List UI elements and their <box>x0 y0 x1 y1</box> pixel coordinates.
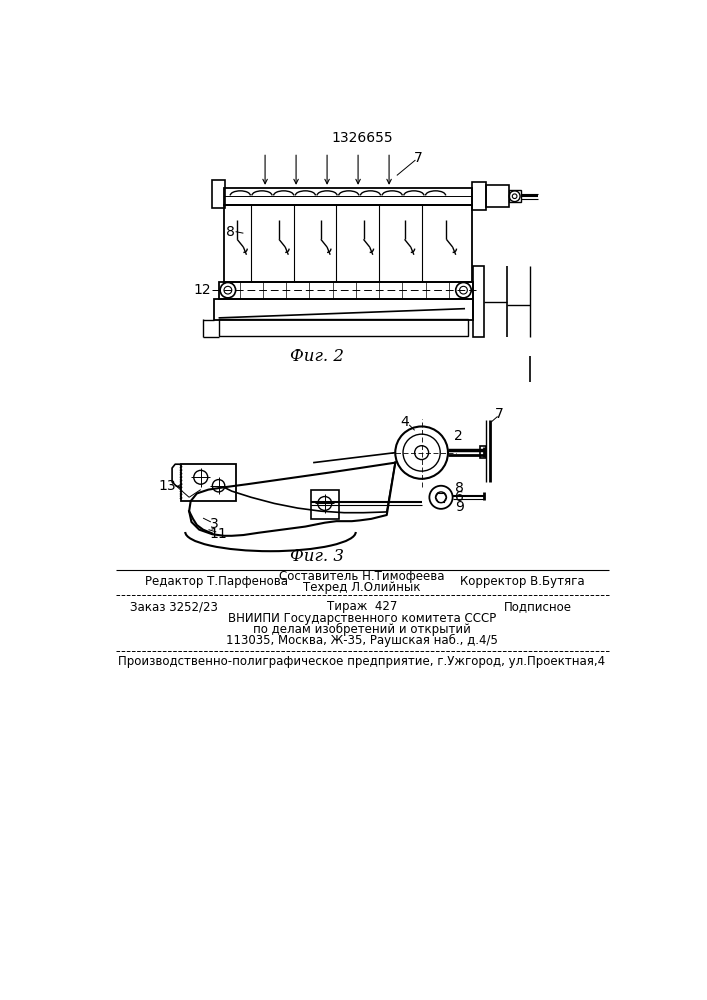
Text: 2: 2 <box>454 429 462 443</box>
Text: 9: 9 <box>455 500 464 514</box>
Text: Техред Л.Олийнык: Техред Л.Олийнык <box>303 581 421 594</box>
Bar <box>473 266 484 337</box>
Bar <box>218 319 468 336</box>
Text: 13: 13 <box>158 479 176 493</box>
Text: 11: 11 <box>210 527 228 541</box>
Text: 8: 8 <box>455 481 464 495</box>
Text: Корректор В.Бутяга: Корректор В.Бутяга <box>460 576 585 588</box>
Bar <box>311 490 339 519</box>
Text: 7: 7 <box>495 407 503 421</box>
Text: по делам изобретений и открытий: по делам изобретений и открытий <box>253 623 471 636</box>
Bar <box>224 188 472 205</box>
Text: 12: 12 <box>193 283 211 297</box>
Text: 113035, Москва, Ж-35, Раушская наб., д.4/5: 113035, Москва, Ж-35, Раушская наб., д.4… <box>226 634 498 647</box>
Text: Редактор Т.Парфенова: Редактор Т.Парфенова <box>145 576 288 588</box>
Text: 1326655: 1326655 <box>331 131 393 145</box>
Text: Фиг. 2: Фиг. 2 <box>290 348 344 365</box>
Text: Заказ 3252/23: Заказ 3252/23 <box>129 600 218 613</box>
Text: 6: 6 <box>455 490 464 504</box>
Bar <box>212 180 225 208</box>
Text: ВНИИПИ Государственного комитета СССР: ВНИИПИ Государственного комитета СССР <box>228 612 496 625</box>
Bar <box>509 190 521 202</box>
Text: Производственно-полиграфическое предприятие, г.Ужгород, ул.Проектная,4: Производственно-полиграфическое предприя… <box>118 655 605 668</box>
Bar <box>480 446 486 458</box>
Bar <box>486 185 509 207</box>
Text: Подписное: Подписное <box>504 600 572 613</box>
Bar <box>218 282 473 299</box>
Text: 4: 4 <box>400 415 409 429</box>
Text: Тираж  427: Тираж 427 <box>327 600 397 613</box>
Text: 7: 7 <box>414 151 422 165</box>
Text: 3: 3 <box>209 517 218 531</box>
Text: Составитель Н.Тимофеева: Составитель Н.Тимофеева <box>279 570 445 583</box>
Bar <box>224 205 472 282</box>
Bar <box>472 182 486 210</box>
Bar <box>214 299 473 320</box>
Text: 8: 8 <box>226 225 235 239</box>
Text: Фиг. 3: Фиг. 3 <box>290 548 344 565</box>
Bar <box>182 464 235 501</box>
